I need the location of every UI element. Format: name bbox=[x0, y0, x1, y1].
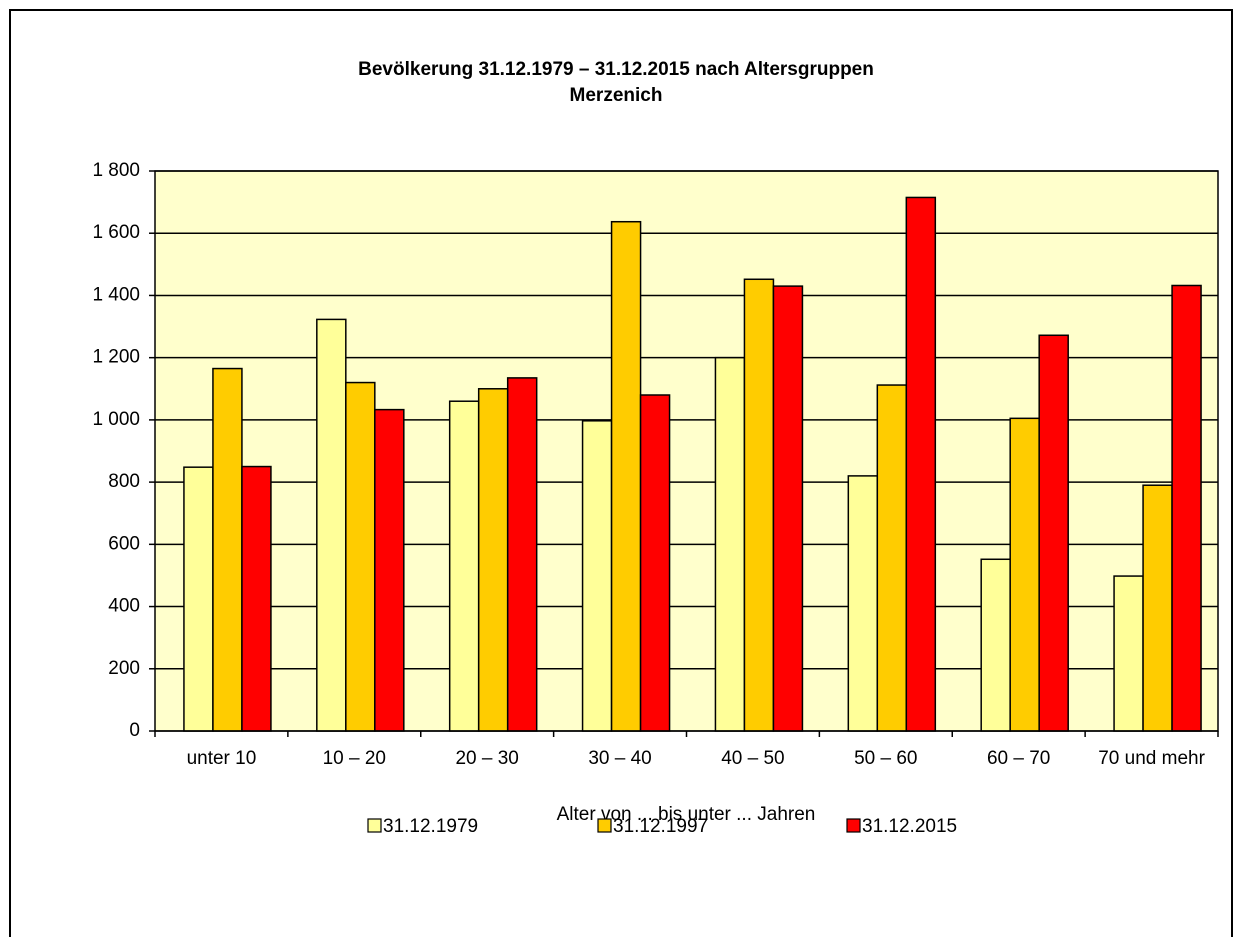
bar bbox=[374, 408, 405, 732]
bar bbox=[714, 356, 746, 732]
chart-subtitle: Merzenich bbox=[570, 85, 663, 106]
bar bbox=[743, 278, 775, 732]
x-tick-label: 50 – 60 bbox=[854, 748, 918, 769]
bar bbox=[183, 466, 214, 732]
y-tick-label: 1 800 bbox=[92, 160, 140, 181]
y-tick-label: 400 bbox=[108, 596, 140, 617]
bar bbox=[772, 285, 804, 732]
bar bbox=[477, 388, 509, 732]
legend-swatch bbox=[597, 818, 612, 833]
y-tick-label: 0 bbox=[129, 720, 140, 741]
x-axis-label: Alter von ... bis unter ... Jahren bbox=[557, 804, 816, 825]
x-tick-label: 10 – 20 bbox=[322, 748, 387, 769]
bar bbox=[847, 475, 879, 732]
legend-swatch bbox=[846, 818, 861, 833]
x-tick-label: 70 und mehr bbox=[1098, 748, 1205, 769]
y-tick-label: 1 200 bbox=[92, 347, 140, 368]
legend-label: 31.12.1997 bbox=[613, 816, 708, 837]
bar bbox=[581, 420, 613, 732]
y-tick-label: 1 600 bbox=[92, 222, 140, 243]
x-tick-label: 60 – 70 bbox=[986, 748, 1051, 769]
bar bbox=[905, 196, 937, 732]
x-tick-label: 20 – 30 bbox=[455, 748, 519, 769]
bar bbox=[1142, 484, 1173, 732]
legend-label: 31.12.2015 bbox=[862, 816, 957, 837]
bar bbox=[345, 381, 376, 732]
legend-label: 31.12.1979 bbox=[383, 816, 478, 837]
legend-swatch bbox=[367, 818, 382, 833]
chart-title: Bevölkerung 31.12.1979 – 31.12.2015 nach… bbox=[358, 59, 874, 80]
bar bbox=[1009, 417, 1040, 732]
bar bbox=[610, 220, 642, 732]
bar bbox=[1171, 284, 1202, 732]
bar bbox=[980, 558, 1011, 732]
y-tick-label: 200 bbox=[108, 658, 140, 679]
bar bbox=[448, 400, 480, 732]
bar bbox=[212, 367, 243, 732]
plot-border bbox=[154, 170, 1219, 732]
bar bbox=[316, 318, 347, 732]
bar bbox=[506, 377, 538, 732]
bar bbox=[1038, 334, 1069, 732]
bar bbox=[876, 384, 908, 732]
bar bbox=[1113, 575, 1144, 732]
x-tick-label: 30 – 40 bbox=[588, 748, 652, 769]
y-tick-label: 1 000 bbox=[92, 409, 140, 430]
x-tick-label: unter 10 bbox=[186, 748, 257, 769]
y-tick-label: 600 bbox=[108, 533, 140, 554]
x-tick-label: 40 – 50 bbox=[721, 748, 785, 769]
bar bbox=[639, 394, 671, 732]
y-tick-label: 800 bbox=[108, 471, 140, 492]
y-tick-label: 1 400 bbox=[92, 284, 140, 305]
bar bbox=[241, 465, 272, 732]
